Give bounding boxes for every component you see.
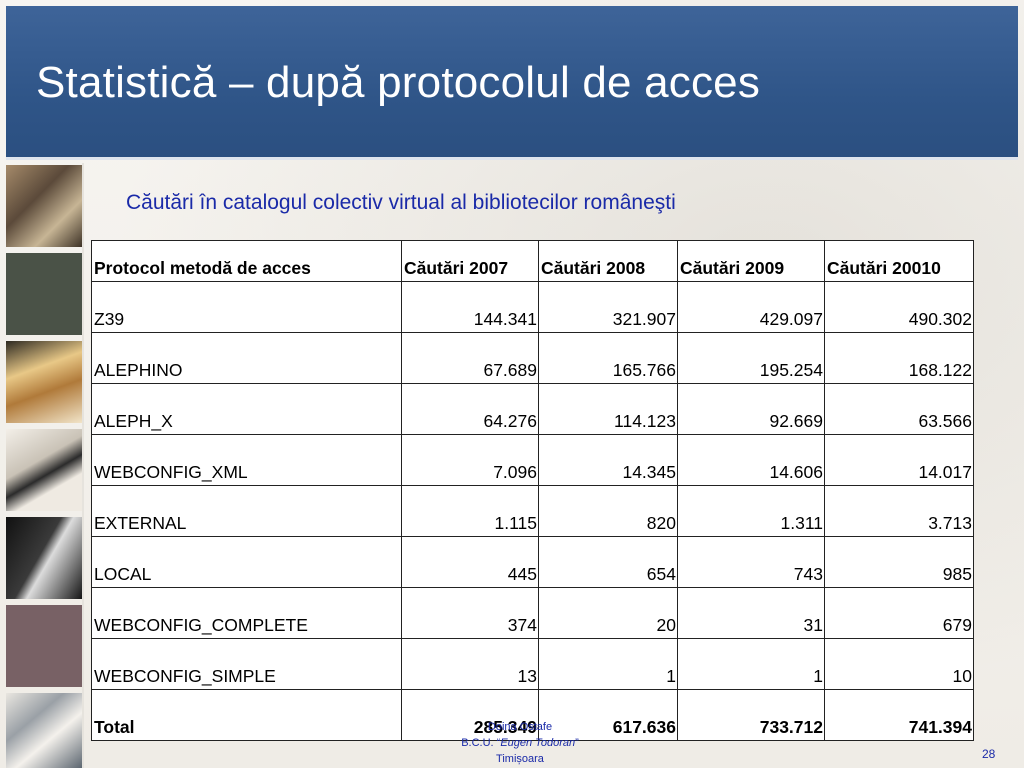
value-cell: 168.122	[824, 332, 974, 384]
value-cell: 114.123	[538, 383, 678, 435]
table-row: ALEPHINO 67.689 165.766 195.254 168.122	[91, 332, 974, 384]
table-row: LOCAL 445 654 743 985	[91, 536, 974, 588]
protocol-cell: ALEPHINO	[91, 332, 402, 384]
footer-institution-name: Eugen Todoran	[500, 737, 576, 749]
value-cell: 654	[538, 536, 678, 588]
table-row: ALEPH_X 64.276 114.123 92.669 63.566	[91, 383, 974, 435]
footer-city: Timișoara	[496, 753, 544, 765]
table-header-row: Protocol metodă de acces Căutări 2007 Că…	[91, 240, 974, 282]
protocol-cell: WEBCONFIG_SIMPLE	[91, 638, 402, 690]
protocol-cell: WEBCONFIG_COMPLETE	[91, 587, 402, 639]
decorative-image	[6, 429, 82, 511]
value-cell: 31	[677, 587, 825, 639]
value-cell: 64.276	[401, 383, 539, 435]
value-cell: 1	[538, 638, 678, 690]
table-row: Z39 144.341 321.907 429.097 490.302	[91, 281, 974, 333]
table-row: WEBCONFIG_SIMPLE 13 1 1 10	[91, 638, 974, 690]
protocol-cell: Z39	[91, 281, 402, 333]
table-row: WEBCONFIG_COMPLETE 374 20 31 679	[91, 587, 974, 639]
decorative-image-strip	[6, 163, 82, 768]
value-cell: 445	[401, 536, 539, 588]
decorative-image	[6, 517, 82, 599]
column-header: Căutări 20010	[824, 240, 974, 282]
footer-institution-prefix: B.C.U. “	[461, 737, 501, 749]
table-row: EXTERNAL 1.115 820 1.311 3.713	[91, 485, 974, 537]
table-row: WEBCONFIG_XML 7.096 14.345 14.606 14.017	[91, 434, 974, 486]
divider	[82, 163, 84, 768]
value-cell: 92.669	[677, 383, 825, 435]
value-cell: 13	[401, 638, 539, 690]
value-cell: 429.097	[677, 281, 825, 333]
title-bar	[6, 6, 1018, 160]
slide-footer: Doina Ostafe B.C.U. “Eugen Todoran” Timi…	[440, 719, 600, 767]
total-value-cell: 285.349	[401, 689, 539, 741]
value-cell: 820	[538, 485, 678, 537]
value-cell: 1	[677, 638, 825, 690]
column-header: Căutări 2009	[677, 240, 825, 282]
column-header: Protocol metodă de acces	[91, 240, 402, 282]
decorative-color-block	[6, 253, 82, 335]
value-cell: 165.766	[538, 332, 678, 384]
total-value-cell: 733.712	[677, 689, 825, 741]
value-cell: 985	[824, 536, 974, 588]
footer-author: Doina Ostafe	[487, 721, 553, 733]
column-header: Căutări 2007	[401, 240, 539, 282]
value-cell: 14.345	[538, 434, 678, 486]
decorative-image	[6, 341, 82, 423]
decorative-image	[6, 165, 82, 247]
value-cell: 1.311	[677, 485, 825, 537]
value-cell: 195.254	[677, 332, 825, 384]
value-cell: 67.689	[401, 332, 539, 384]
protocol-cell: EXTERNAL	[91, 485, 402, 537]
decorative-color-block	[6, 605, 82, 687]
value-cell: 14.606	[677, 434, 825, 486]
total-value-cell: 617.636	[538, 689, 678, 741]
value-cell: 490.302	[824, 281, 974, 333]
table-caption: Căutări în catalogul colectiv virtual al…	[126, 191, 676, 214]
value-cell: 679	[824, 587, 974, 639]
value-cell: 20	[538, 587, 678, 639]
page-number: 28	[982, 747, 996, 761]
value-cell: 743	[677, 536, 825, 588]
value-cell: 7.096	[401, 434, 539, 486]
statistics-table: Protocol metodă de acces Căutări 2007 Că…	[91, 240, 974, 741]
footer-institution-suffix: ”	[575, 737, 579, 749]
value-cell: 374	[401, 587, 539, 639]
decorative-image	[6, 693, 82, 768]
total-label-cell: Total	[91, 689, 402, 741]
value-cell: 10	[824, 638, 974, 690]
table-total-row: Total 285.349 617.636 733.712 741.394	[91, 689, 974, 741]
value-cell: 321.907	[538, 281, 678, 333]
protocol-cell: LOCAL	[91, 536, 402, 588]
slide-title: Statistică – după protocolul de acces	[36, 58, 761, 107]
total-value-cell: 741.394	[824, 689, 974, 741]
value-cell: 14.017	[824, 434, 974, 486]
value-cell: 144.341	[401, 281, 539, 333]
column-header: Căutări 2008	[538, 240, 678, 282]
value-cell: 1.115	[401, 485, 539, 537]
value-cell: 63.566	[824, 383, 974, 435]
protocol-cell: WEBCONFIG_XML	[91, 434, 402, 486]
footer-institution: B.C.U. “Eugen Todoran”	[440, 735, 600, 751]
protocol-cell: ALEPH_X	[91, 383, 402, 435]
value-cell: 3.713	[824, 485, 974, 537]
